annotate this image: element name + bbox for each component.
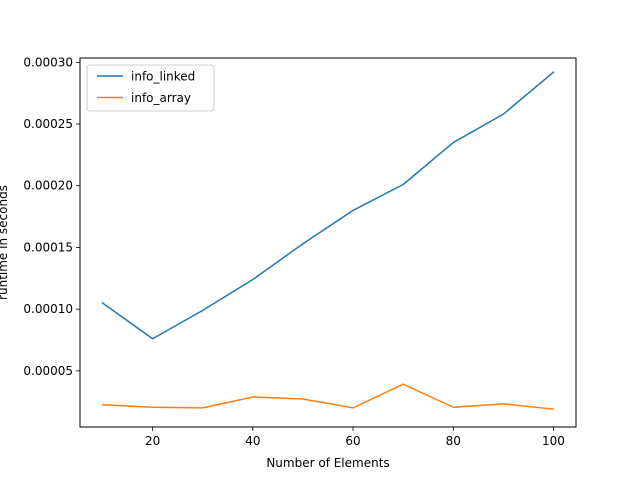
y-tick-label: 0.00020	[23, 179, 73, 193]
x-axis: 20 40 60 80 100	[145, 427, 565, 448]
x-tick-label: 40	[245, 434, 260, 448]
y-tick-label: 0.00025	[23, 117, 73, 131]
series-layer	[101, 71, 555, 410]
x-axis-label: Number of Elements	[266, 456, 389, 470]
legend-label-info_linked: info_linked	[131, 70, 195, 84]
y-tick-label: 0.00030	[23, 55, 73, 69]
y-axis-label: runtime in seconds	[0, 185, 10, 300]
y-axis: 0.00005 0.00010 0.00015 0.00020 0.00025 0.000…	[23, 55, 80, 378]
legend: info_linked info_array	[86, 64, 215, 112]
series-line-info_linked	[101, 71, 555, 340]
x-tick-label: 60	[345, 434, 360, 448]
x-tick-label: 80	[446, 434, 461, 448]
plot-frame	[79, 57, 577, 428]
y-tick-label: 0.00015	[23, 240, 73, 254]
series-line-info_array	[101, 383, 555, 410]
y-tick-label: 0.00005	[23, 364, 73, 378]
y-tick-label: 0.00010	[23, 302, 73, 316]
legend-label-info_array: info_array	[131, 91, 191, 105]
x-tick-label: 100	[542, 434, 565, 448]
x-tick-label: 20	[145, 434, 160, 448]
